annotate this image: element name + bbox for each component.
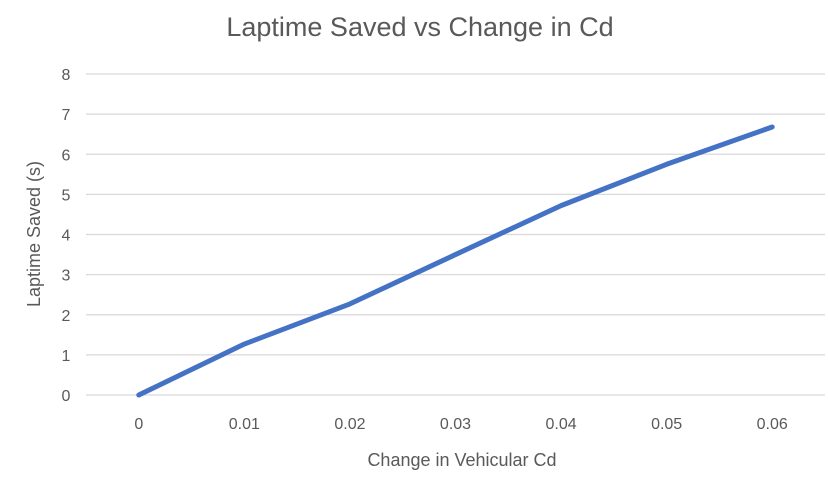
x-tick-label: 0.01: [229, 416, 260, 433]
x-tick-label: 0.06: [757, 416, 788, 433]
y-tick-label: 2: [62, 308, 71, 325]
series-line-0: [136, 124, 775, 398]
x-axis-label: Change in Vehicular Cd: [367, 450, 556, 470]
x-tick-label: 0.04: [546, 416, 577, 433]
y-tick-label: 1: [62, 348, 71, 365]
y-tick-label: 4: [62, 228, 71, 245]
y-tick-label: 6: [62, 147, 71, 164]
x-axis-ticks: 0 0.01 0.02 0.03 0.04 0.05 0.06: [134, 416, 788, 433]
x-tick-label: 0: [134, 416, 143, 433]
y-tick-label: 3: [62, 268, 71, 285]
x-tick-label: 0.05: [651, 416, 682, 433]
gridlines: [86, 73, 825, 396]
x-tick-label: 0.02: [334, 416, 365, 433]
y-axis-label: Laptime Saved (s): [24, 161, 44, 307]
y-tick-label: 7: [62, 107, 71, 124]
x-tick-label: 0.03: [440, 416, 471, 433]
series-layer: [136, 124, 775, 398]
y-tick-label: 0: [62, 388, 71, 405]
y-tick-label: 5: [62, 187, 71, 204]
y-axis-ticks: 0 1 2 3 4 5 6 7 8: [62, 67, 71, 405]
chart-title: Laptime Saved vs Change in Cd: [226, 12, 613, 42]
y-tick-label: 8: [62, 67, 71, 84]
